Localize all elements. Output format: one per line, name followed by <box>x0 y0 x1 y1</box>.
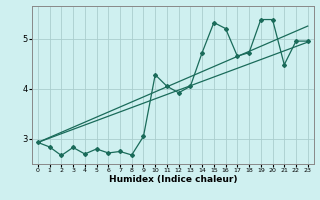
X-axis label: Humidex (Indice chaleur): Humidex (Indice chaleur) <box>108 175 237 184</box>
